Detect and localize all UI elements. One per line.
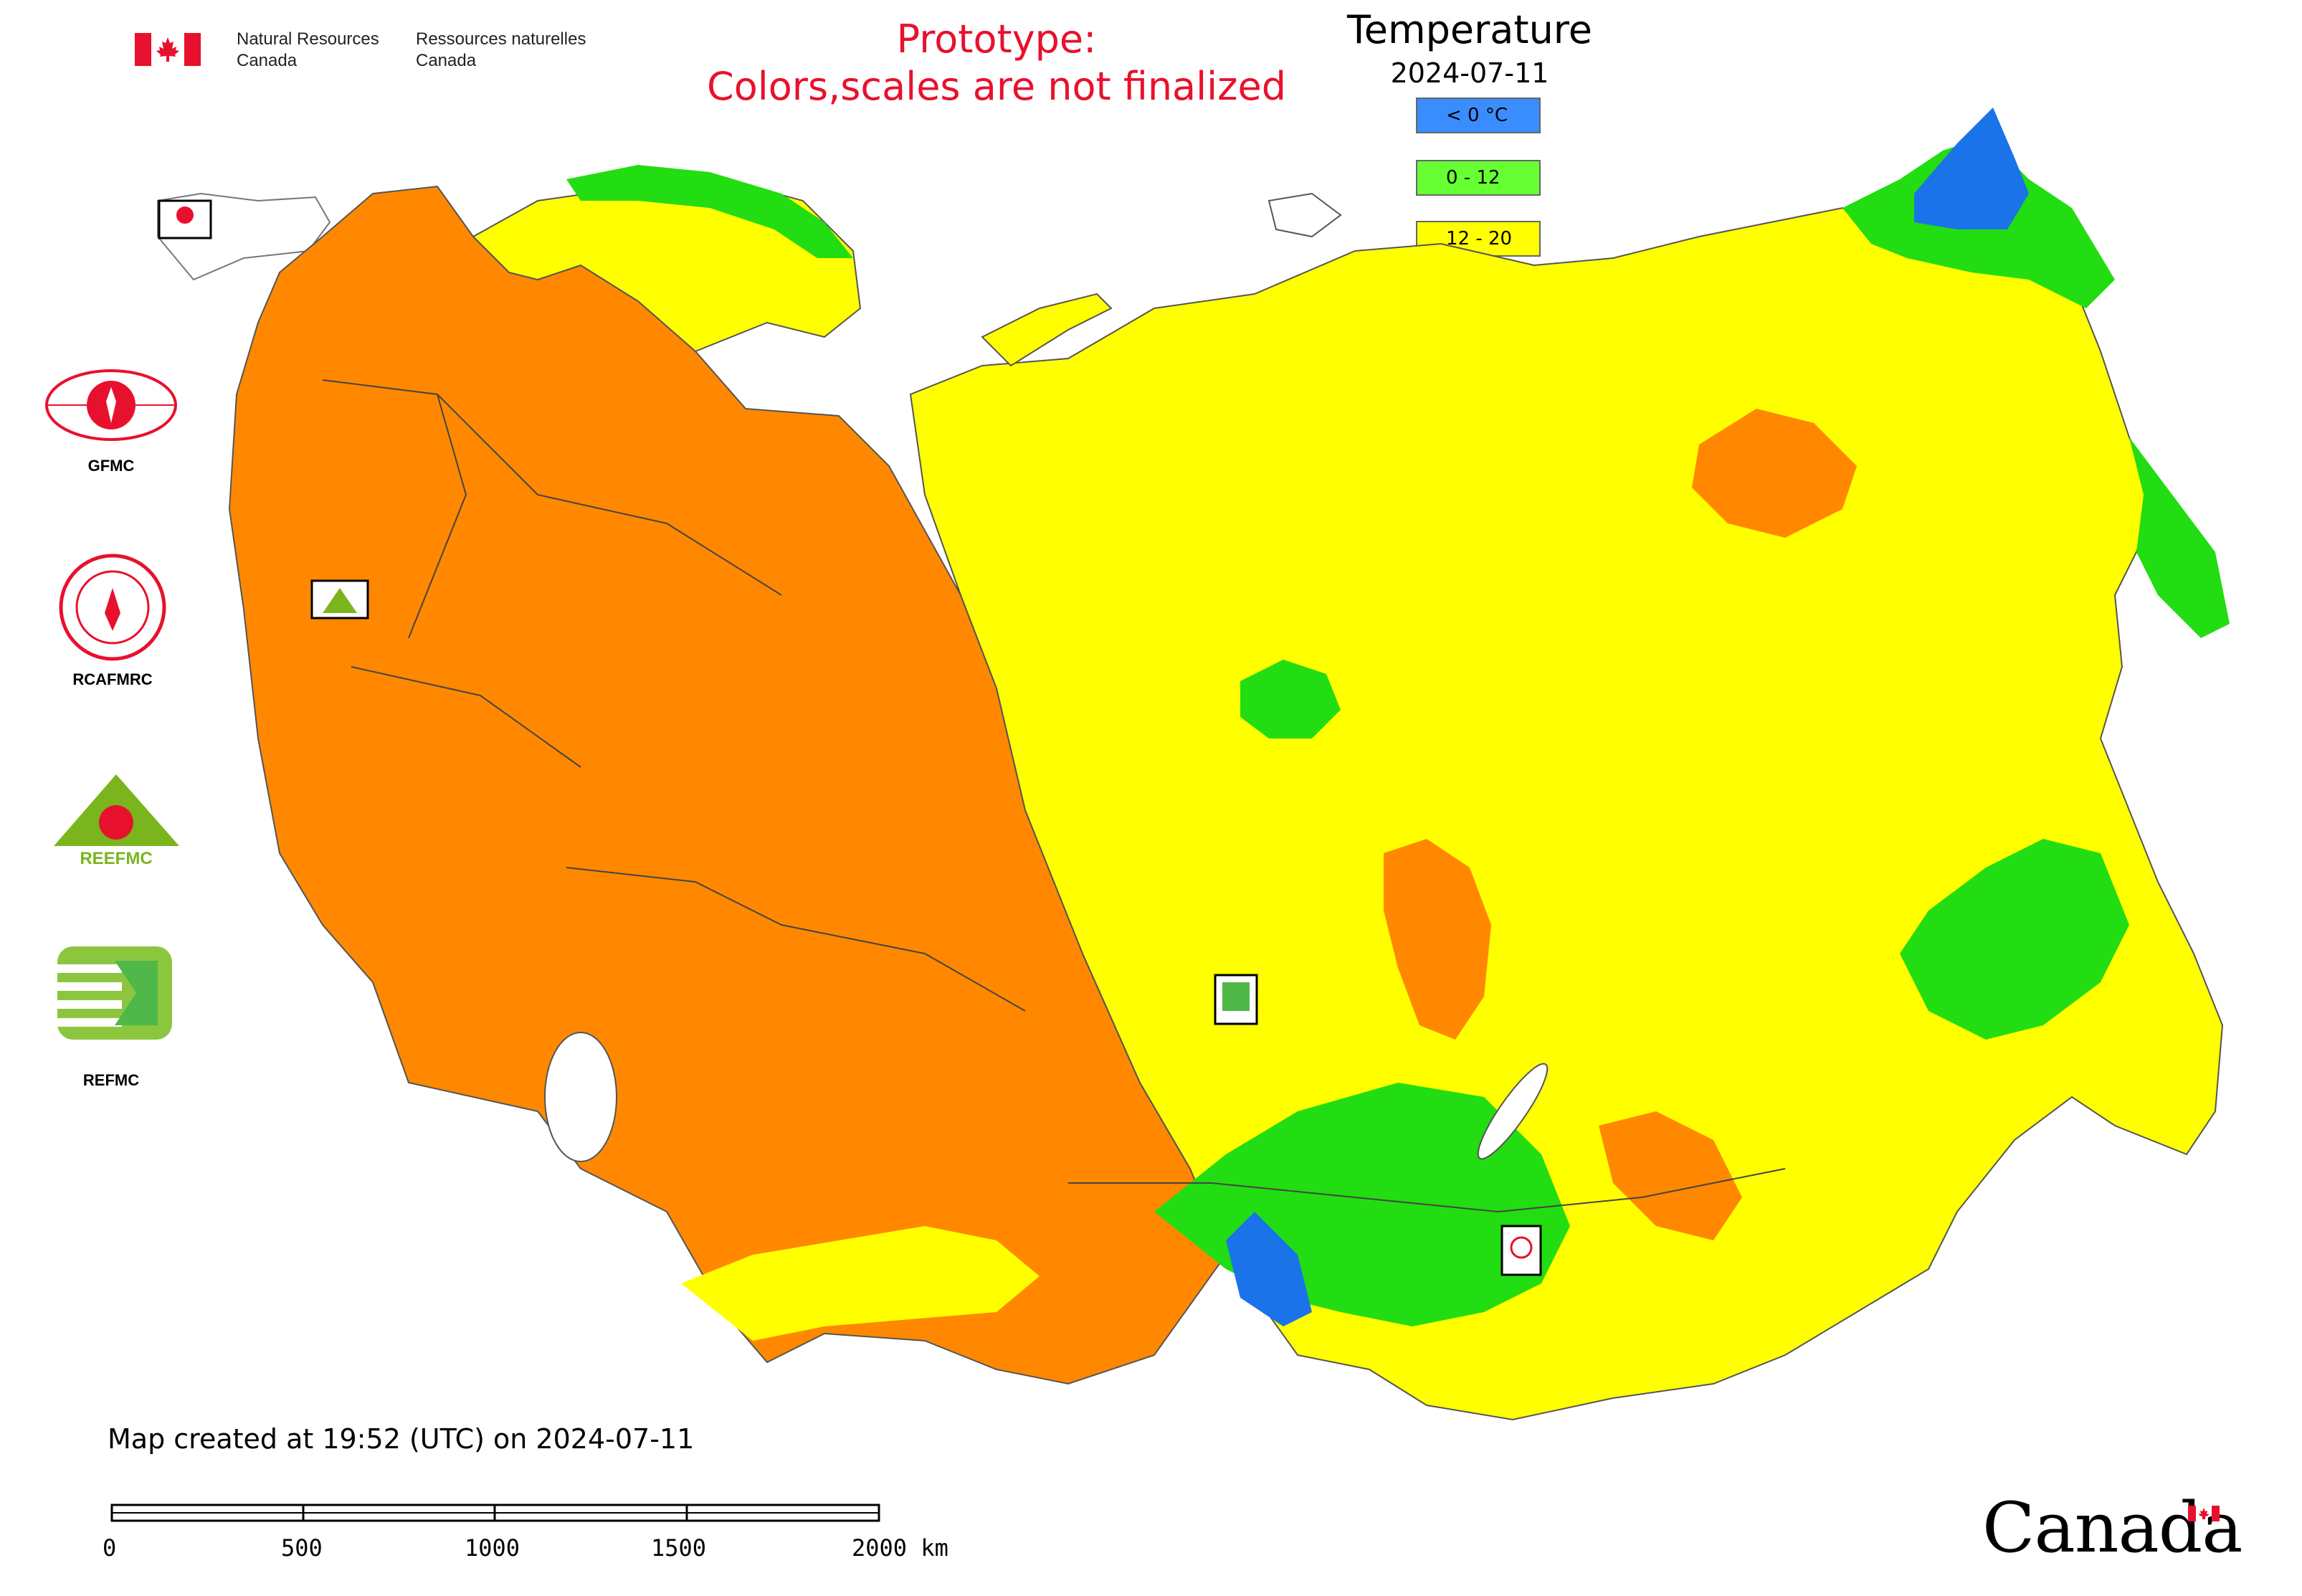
department-name-en: Natural Resources Canada	[237, 29, 379, 72]
map-created-timestamp: Map created at 19:52 (UTC) on 2024-07-11	[108, 1423, 695, 1455]
canada-flag-icon	[135, 33, 201, 66]
prototype-line2: Colors,scales are not finalized	[707, 64, 1286, 109]
reefmc-marker[interactable]	[310, 579, 369, 619]
gfmc-label: GFMC	[87, 457, 135, 475]
dept-en-line2: Canada	[237, 51, 298, 70]
scale-label-3: 1500	[651, 1534, 707, 1562]
region-cool-kola-coast	[566, 165, 853, 258]
region-warm-transbaikal	[1599, 1111, 1742, 1240]
admin-borders	[322, 379, 1786, 1213]
scale-label-1: 500	[281, 1534, 323, 1562]
canada-wordmark: Canada	[1982, 1488, 2242, 1568]
gfmc-logo-icon[interactable]	[43, 366, 179, 445]
region-cold-altai	[1226, 1212, 1312, 1326]
dept-en-line1: Natural Resources	[237, 29, 379, 49]
region-warm-yakutia	[1384, 839, 1491, 1040]
scale-label-0: 0	[103, 1534, 117, 1562]
region-cool-amur	[1900, 839, 2129, 1040]
region-warm-northeast	[1692, 409, 1857, 538]
scale-label-4: 2000 km	[852, 1534, 948, 1562]
legend-title: Temperature	[1346, 7, 1593, 52]
rcafmrc-label: RCAFMRC	[72, 670, 153, 688]
wordmark-flag-icon	[2188, 1506, 2220, 1521]
gfmc-marker[interactable]	[158, 199, 212, 239]
scale-bar	[110, 1504, 880, 1522]
dept-fr-line1: Ressources naturelles	[416, 29, 586, 49]
refmc-marker[interactable]	[1214, 974, 1258, 1025]
reefmc-logo-text: REEFMC	[80, 849, 152, 868]
region-cool-plateau	[1240, 660, 1341, 738]
region-cool-kamchatka	[2129, 437, 2230, 638]
scale-label-2: 1000	[465, 1534, 520, 1562]
region-mild-kazakh	[681, 1226, 1040, 1341]
lake-baikal	[1477, 1063, 1549, 1160]
novaya-zemlya	[981, 293, 1113, 367]
dept-fr-line2: Canada	[416, 51, 477, 70]
taymyr-islands	[1267, 192, 1342, 238]
department-name-fr: Ressources naturelles Canada	[416, 29, 586, 72]
rcafmrc-marker[interactable]	[1500, 1225, 1542, 1276]
refmc-logo-icon[interactable]	[57, 946, 172, 1040]
legend-item-0: < 0 °C	[1416, 98, 1541, 133]
caspian-sea	[544, 1032, 617, 1162]
refmc-label: REFMC	[82, 1071, 140, 1089]
rcafmrc-logo-icon[interactable]	[57, 552, 168, 663]
legend-item-1: 0 - 12	[1416, 160, 1541, 196]
region-mild-central	[909, 206, 2224, 1421]
temperature-map[interactable]	[136, 93, 2251, 1441]
reefmc-logo-icon[interactable]: REEFMC	[39, 771, 194, 871]
region-cold-chukotka	[1914, 108, 2029, 229]
prototype-line1: Prototype:	[896, 16, 1097, 62]
legend-date: 2024-07-11	[1390, 57, 1549, 89]
prototype-notice: Prototype: Colors,scales are not finaliz…	[631, 16, 1362, 110]
